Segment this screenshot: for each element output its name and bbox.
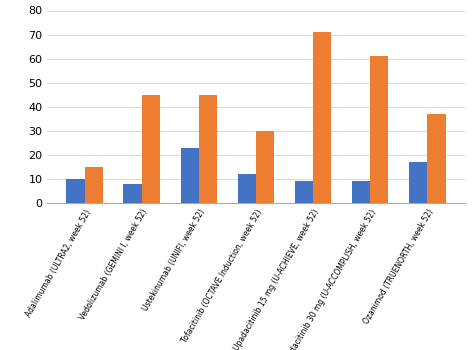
Bar bbox=[256, 131, 274, 203]
Bar bbox=[295, 181, 313, 203]
Bar bbox=[66, 179, 85, 203]
Bar bbox=[370, 56, 389, 203]
Bar bbox=[142, 95, 160, 203]
Bar bbox=[409, 162, 427, 203]
Bar bbox=[123, 184, 142, 203]
Bar bbox=[181, 148, 199, 203]
Bar bbox=[199, 95, 217, 203]
Bar bbox=[352, 181, 370, 203]
Bar bbox=[237, 174, 256, 203]
Bar bbox=[427, 114, 446, 203]
Bar bbox=[313, 32, 331, 203]
Bar bbox=[85, 167, 103, 203]
